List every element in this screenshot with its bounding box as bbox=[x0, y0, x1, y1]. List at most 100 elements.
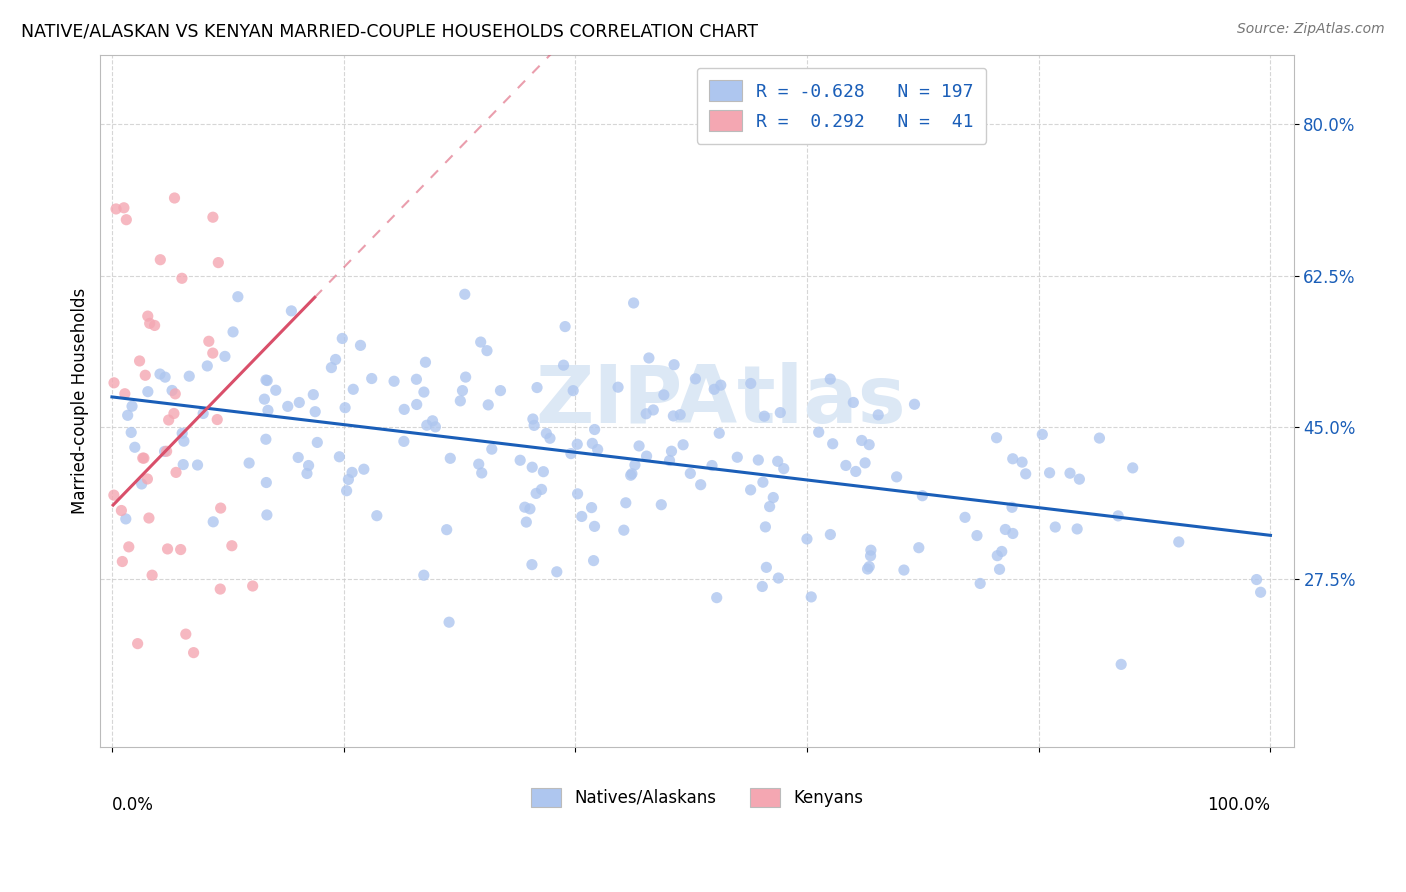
Point bbox=[353, 462, 375, 476]
Point bbox=[242, 579, 264, 593]
Point bbox=[546, 565, 568, 579]
Point bbox=[288, 395, 311, 409]
Point bbox=[709, 426, 731, 441]
Point bbox=[136, 384, 159, 399]
Point bbox=[662, 409, 685, 423]
Point bbox=[859, 543, 882, 558]
Point bbox=[321, 360, 343, 375]
Point bbox=[103, 488, 125, 502]
Point bbox=[405, 372, 427, 386]
Point bbox=[330, 331, 353, 345]
Point bbox=[740, 483, 762, 497]
Text: Source: ZipAtlas.com: Source: ZipAtlas.com bbox=[1237, 22, 1385, 37]
Point bbox=[470, 334, 492, 349]
Point bbox=[264, 383, 287, 397]
Point bbox=[337, 473, 360, 487]
Point bbox=[571, 509, 593, 524]
Point bbox=[253, 392, 276, 406]
Point bbox=[994, 523, 1017, 537]
Point bbox=[751, 579, 773, 593]
Point bbox=[340, 466, 363, 480]
Point bbox=[620, 468, 643, 483]
Point bbox=[990, 544, 1012, 558]
Point bbox=[845, 465, 868, 479]
Point bbox=[582, 554, 605, 568]
Point bbox=[333, 401, 356, 415]
Text: 0.0%: 0.0% bbox=[112, 796, 153, 814]
Point bbox=[519, 501, 541, 516]
Point bbox=[689, 477, 711, 491]
Point bbox=[128, 354, 150, 368]
Point bbox=[538, 431, 561, 445]
Point bbox=[515, 515, 537, 529]
Point bbox=[907, 541, 929, 555]
Point bbox=[201, 211, 224, 225]
Point bbox=[581, 436, 603, 450]
Point bbox=[302, 387, 325, 401]
Point bbox=[607, 380, 630, 394]
Point bbox=[202, 515, 225, 529]
Point bbox=[257, 403, 280, 417]
Point bbox=[149, 252, 172, 267]
Point bbox=[115, 212, 138, 227]
Point bbox=[886, 470, 908, 484]
Y-axis label: Married-couple Households: Married-couple Households bbox=[72, 288, 89, 515]
Point bbox=[820, 372, 842, 386]
Point bbox=[349, 338, 371, 352]
Point bbox=[207, 412, 229, 426]
Point bbox=[481, 442, 503, 457]
Point bbox=[807, 425, 830, 440]
Point bbox=[138, 317, 160, 331]
Point bbox=[758, 500, 780, 514]
Point bbox=[893, 563, 915, 577]
Point bbox=[820, 527, 842, 541]
Point bbox=[1246, 573, 1268, 587]
Point bbox=[911, 489, 934, 503]
Point bbox=[638, 351, 661, 365]
Point bbox=[191, 407, 214, 421]
Point bbox=[307, 435, 329, 450]
Point bbox=[360, 371, 382, 385]
Point bbox=[1250, 585, 1272, 599]
Point bbox=[520, 558, 543, 572]
Point bbox=[858, 437, 880, 451]
Point bbox=[953, 510, 976, 524]
Point bbox=[583, 519, 606, 533]
Point bbox=[143, 318, 166, 333]
Point bbox=[110, 503, 132, 517]
Point bbox=[207, 255, 229, 269]
Point bbox=[475, 343, 498, 358]
Point bbox=[1066, 522, 1088, 536]
Point bbox=[706, 591, 728, 605]
Point bbox=[179, 369, 201, 384]
Point bbox=[366, 508, 388, 523]
Point bbox=[513, 500, 536, 515]
Point bbox=[174, 627, 197, 641]
Point bbox=[157, 413, 180, 427]
Point bbox=[256, 374, 278, 388]
Point bbox=[415, 355, 437, 369]
Point bbox=[652, 388, 675, 402]
Point bbox=[111, 555, 134, 569]
Point bbox=[821, 436, 844, 450]
Point bbox=[554, 319, 576, 334]
Point bbox=[169, 542, 191, 557]
Point bbox=[658, 453, 681, 467]
Point bbox=[966, 528, 988, 542]
Point bbox=[661, 444, 683, 458]
Point bbox=[325, 352, 347, 367]
Point bbox=[153, 370, 176, 384]
Point bbox=[835, 458, 858, 473]
Point bbox=[1031, 427, 1053, 442]
Point bbox=[304, 405, 326, 419]
Point bbox=[226, 290, 249, 304]
Point bbox=[560, 447, 582, 461]
Point bbox=[149, 367, 172, 381]
Point bbox=[509, 453, 531, 467]
Point bbox=[163, 407, 186, 421]
Point bbox=[467, 457, 489, 471]
Point bbox=[567, 437, 589, 451]
Point bbox=[201, 346, 224, 360]
Point bbox=[623, 296, 645, 310]
Point bbox=[536, 426, 558, 441]
